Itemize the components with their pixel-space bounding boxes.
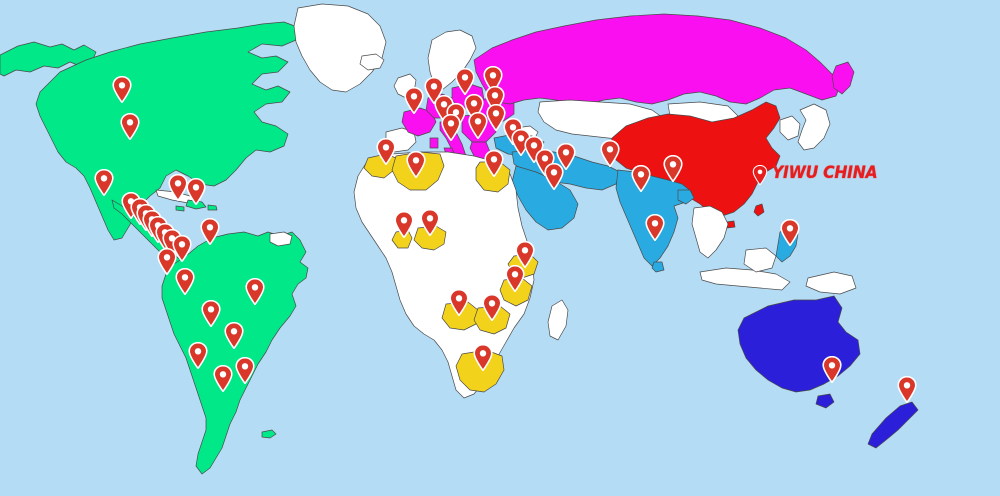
region-north-korea-japan [779,103,831,151]
yiwu-marker-icon[interactable] [752,164,768,186]
location-pin[interactable] [201,300,221,327]
region-bangladesh [677,189,695,205]
location-pin[interactable] [224,322,244,349]
location-pin[interactable] [600,140,620,167]
region-srilanka [651,261,665,273]
location-pin[interactable] [449,289,469,316]
region-angola [441,301,479,331]
location-pin[interactable] [483,66,503,93]
region-france [401,107,437,137]
region-kamchatka [831,61,855,95]
region-png [805,271,857,295]
region-tasmania [815,393,835,409]
location-pin[interactable] [482,294,502,321]
region-egypt [475,161,511,193]
region-taiwan [753,203,765,217]
location-pin[interactable] [175,268,195,295]
region-nigeria [413,225,447,251]
location-pin[interactable] [780,219,800,246]
location-pin[interactable] [515,241,535,268]
location-pin[interactable] [473,344,493,371]
location-pin[interactable] [455,68,475,95]
location-pin[interactable] [486,104,506,131]
location-pin[interactable] [505,265,525,292]
location-pin[interactable] [235,357,255,384]
location-pin[interactable] [556,143,576,170]
location-pin[interactable] [631,165,651,192]
region-falklands [261,429,277,439]
region-indonesia [699,267,791,291]
location-pin[interactable] [168,174,188,201]
region-south-america [161,231,309,475]
region-greenland [293,3,387,93]
region-tanzania [499,277,533,307]
location-pin[interactable] [406,151,426,178]
location-pin[interactable] [897,376,917,403]
location-pin[interactable] [172,235,192,262]
location-pin[interactable] [404,87,424,114]
location-pin[interactable] [245,278,265,305]
region-madagascar [547,299,569,341]
region-southeast-asia [691,205,729,259]
location-pin[interactable] [186,178,206,205]
location-pin[interactable] [424,77,444,104]
region-new-zealand [867,401,919,449]
location-pin[interactable] [213,365,233,392]
region-south-africa [455,349,505,393]
location-pin[interactable] [376,138,396,165]
yiwu-china-label: YIWU CHINA [772,163,878,183]
location-pin[interactable] [822,356,842,383]
location-pin[interactable] [120,113,140,140]
location-pin[interactable] [663,155,683,182]
region-jamaica [175,205,185,212]
region-puertorico [207,204,218,211]
location-pin[interactable] [394,211,414,238]
location-pin[interactable] [94,169,114,196]
location-pin[interactable] [485,86,505,113]
location-pin[interactable] [112,76,132,103]
location-pin[interactable] [464,94,484,121]
region-borneo [743,247,777,273]
location-pin[interactable] [420,209,440,236]
location-pin[interactable] [544,163,564,190]
location-pin[interactable] [468,112,488,139]
region-russia [473,13,841,105]
location-pin[interactable] [441,114,461,141]
location-pin[interactable] [188,342,208,369]
location-pin[interactable] [157,248,177,275]
region-french-guiana [269,231,293,247]
location-pin[interactable] [484,150,504,177]
location-pin[interactable] [200,218,220,245]
region-iceland [359,53,385,71]
location-pin[interactable] [645,214,665,241]
